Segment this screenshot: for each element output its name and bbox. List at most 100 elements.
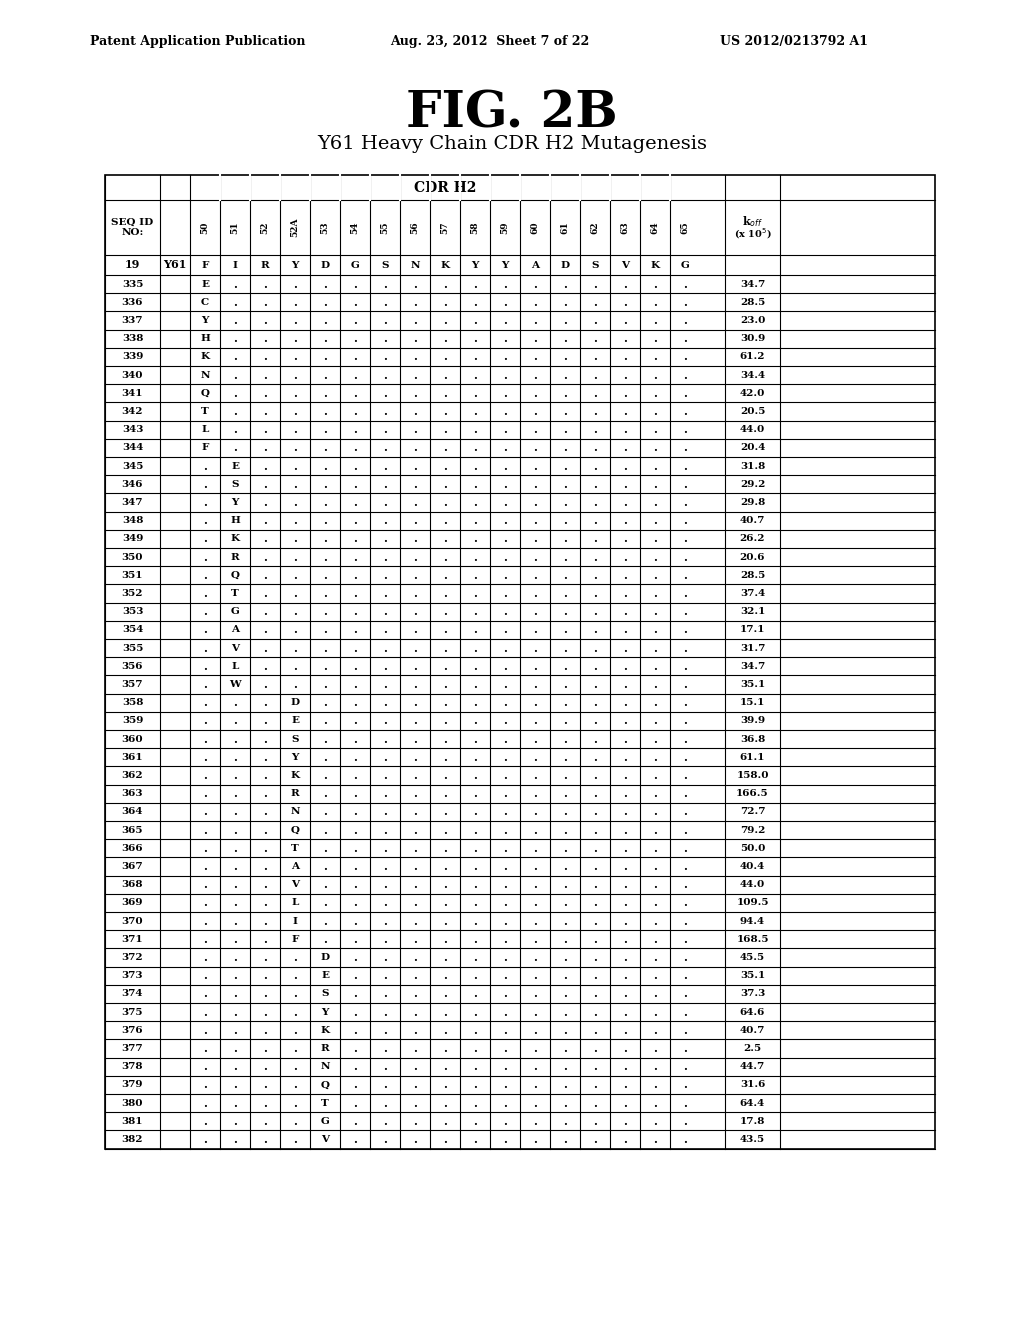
Text: .: . bbox=[563, 1115, 567, 1127]
Text: .: . bbox=[323, 643, 327, 653]
Text: .: . bbox=[473, 1061, 477, 1072]
Text: .: . bbox=[233, 807, 237, 817]
Text: .: . bbox=[503, 552, 507, 562]
Text: .: . bbox=[353, 315, 357, 326]
Text: .: . bbox=[353, 515, 357, 527]
Text: .: . bbox=[233, 898, 237, 908]
Text: R: R bbox=[230, 553, 240, 561]
Text: .: . bbox=[413, 1098, 417, 1109]
Text: .: . bbox=[683, 933, 687, 945]
Text: .: . bbox=[683, 734, 687, 744]
Text: .: . bbox=[563, 1024, 567, 1036]
Text: 362: 362 bbox=[122, 771, 143, 780]
Text: .: . bbox=[683, 442, 687, 453]
Text: .: . bbox=[203, 861, 207, 873]
Text: G: G bbox=[350, 260, 359, 269]
Text: .: . bbox=[563, 734, 567, 744]
Text: .: . bbox=[353, 825, 357, 836]
Text: E: E bbox=[201, 280, 209, 289]
Text: .: . bbox=[293, 1061, 297, 1072]
Text: 350: 350 bbox=[122, 553, 143, 561]
Text: 365: 365 bbox=[122, 825, 143, 834]
Text: .: . bbox=[203, 498, 207, 508]
Text: .: . bbox=[563, 697, 567, 709]
Text: K: K bbox=[440, 260, 450, 269]
Text: .: . bbox=[653, 1080, 657, 1090]
Text: .: . bbox=[503, 898, 507, 908]
Text: .: . bbox=[683, 825, 687, 836]
Text: 61: 61 bbox=[560, 222, 569, 234]
Text: .: . bbox=[443, 678, 446, 690]
Text: .: . bbox=[323, 715, 327, 726]
Text: .: . bbox=[563, 333, 567, 345]
Text: .: . bbox=[593, 315, 597, 326]
Text: .: . bbox=[263, 370, 267, 380]
Text: .: . bbox=[653, 442, 657, 453]
Text: 44.7: 44.7 bbox=[740, 1063, 765, 1072]
Text: .: . bbox=[203, 734, 207, 744]
Text: .: . bbox=[683, 1080, 687, 1090]
Text: .: . bbox=[383, 1043, 387, 1053]
Text: S: S bbox=[291, 735, 299, 743]
Text: .: . bbox=[203, 1043, 207, 1053]
Text: 346: 346 bbox=[122, 479, 143, 488]
Text: .: . bbox=[233, 1007, 237, 1018]
Text: .: . bbox=[683, 533, 687, 544]
Text: .: . bbox=[383, 388, 387, 399]
Text: .: . bbox=[383, 297, 387, 308]
Text: .: . bbox=[323, 315, 327, 326]
Text: .: . bbox=[233, 1080, 237, 1090]
Text: .: . bbox=[563, 498, 567, 508]
Text: .: . bbox=[623, 752, 627, 763]
Text: .: . bbox=[383, 807, 387, 817]
Text: .: . bbox=[263, 442, 267, 453]
Text: 158.0: 158.0 bbox=[736, 771, 769, 780]
Text: .: . bbox=[473, 715, 477, 726]
Text: Y: Y bbox=[291, 260, 299, 269]
Text: .: . bbox=[203, 479, 207, 490]
Text: .: . bbox=[443, 661, 446, 672]
Text: .: . bbox=[263, 297, 267, 308]
Text: .: . bbox=[353, 770, 357, 781]
Text: .: . bbox=[503, 1007, 507, 1018]
Text: .: . bbox=[534, 570, 537, 581]
Text: .: . bbox=[203, 916, 207, 927]
Text: .: . bbox=[413, 970, 417, 981]
Text: .: . bbox=[683, 1115, 687, 1127]
Text: .: . bbox=[623, 461, 627, 471]
Text: .: . bbox=[263, 952, 267, 964]
Text: .: . bbox=[443, 1043, 446, 1053]
Text: .: . bbox=[534, 825, 537, 836]
Text: .: . bbox=[443, 587, 446, 599]
Text: .: . bbox=[503, 515, 507, 527]
Text: .: . bbox=[503, 1043, 507, 1053]
Text: .: . bbox=[203, 587, 207, 599]
Text: .: . bbox=[353, 407, 357, 417]
Text: .: . bbox=[503, 279, 507, 289]
Text: .: . bbox=[503, 1024, 507, 1036]
Text: .: . bbox=[473, 678, 477, 690]
Text: .: . bbox=[473, 388, 477, 399]
Text: .: . bbox=[413, 587, 417, 599]
Text: 380: 380 bbox=[122, 1098, 143, 1107]
Text: .: . bbox=[503, 570, 507, 581]
Text: .: . bbox=[233, 770, 237, 781]
Text: .: . bbox=[263, 479, 267, 490]
Text: .: . bbox=[203, 643, 207, 653]
Text: .: . bbox=[683, 279, 687, 289]
Text: .: . bbox=[413, 734, 417, 744]
Text: .: . bbox=[503, 715, 507, 726]
Text: .: . bbox=[443, 533, 446, 544]
Text: .: . bbox=[653, 989, 657, 999]
Text: 20.6: 20.6 bbox=[739, 553, 765, 561]
Text: 45.5: 45.5 bbox=[740, 953, 765, 962]
Text: .: . bbox=[473, 933, 477, 945]
Text: K: K bbox=[650, 260, 659, 269]
Text: .: . bbox=[563, 1007, 567, 1018]
Text: .: . bbox=[593, 279, 597, 289]
Text: .: . bbox=[593, 407, 597, 417]
Text: .: . bbox=[353, 1080, 357, 1090]
Text: 65: 65 bbox=[681, 222, 689, 234]
Text: .: . bbox=[293, 587, 297, 599]
Text: .: . bbox=[534, 861, 537, 873]
